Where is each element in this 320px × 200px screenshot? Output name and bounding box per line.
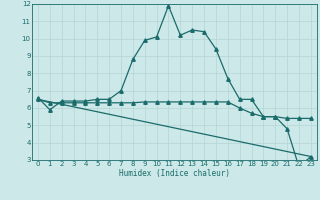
X-axis label: Humidex (Indice chaleur): Humidex (Indice chaleur) [119, 169, 230, 178]
